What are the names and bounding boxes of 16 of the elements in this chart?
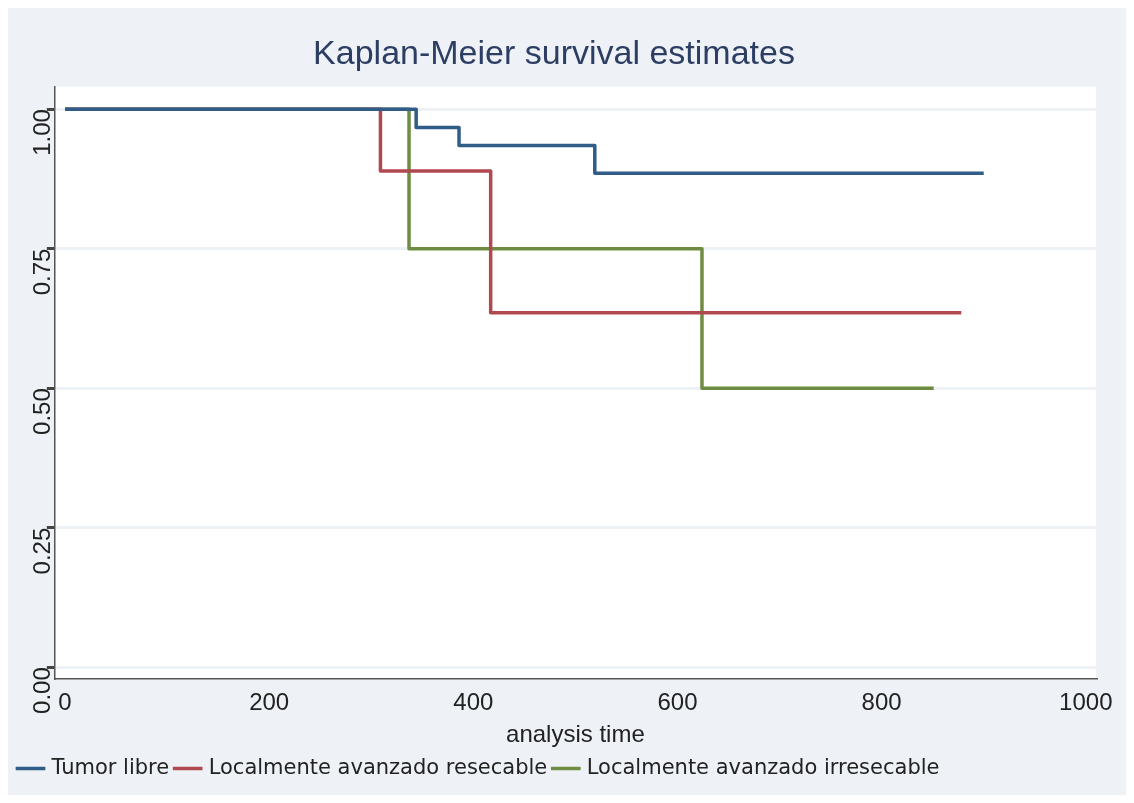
x-tick-label: 800 bbox=[861, 688, 902, 716]
x-tick-label: 1000 bbox=[1059, 688, 1113, 716]
x-tick-label: 200 bbox=[249, 688, 290, 716]
y-tick-label: 0.00 bbox=[28, 667, 56, 714]
y-tick-label: 0.25 bbox=[28, 527, 56, 575]
chart-title: Kaplan-Meier survival estimates bbox=[313, 32, 795, 71]
x-tick-label: 0 bbox=[58, 688, 72, 716]
x-tick-label: 400 bbox=[453, 688, 494, 716]
legend-label: Localmente avanzado irresecable bbox=[586, 754, 940, 779]
y-tick-label: 1.00 bbox=[28, 109, 56, 156]
y-tick-label: 0.50 bbox=[28, 388, 56, 435]
x-axis-title: analysis time bbox=[506, 720, 645, 748]
legend-label: Localmente avanzado resecable bbox=[208, 754, 548, 779]
legend-label: Tumor libre bbox=[50, 754, 170, 779]
x-tick-label: 600 bbox=[657, 688, 698, 716]
y-tick-label: 0.75 bbox=[28, 248, 56, 296]
